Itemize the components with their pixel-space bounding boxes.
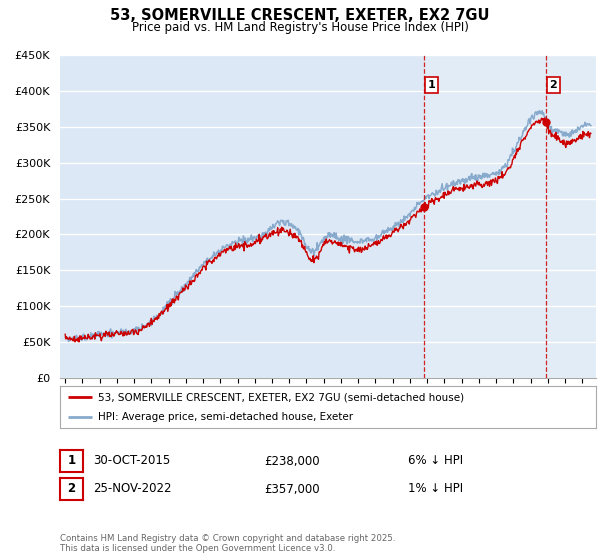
Text: 1: 1 — [428, 80, 436, 90]
Text: HPI: Average price, semi-detached house, Exeter: HPI: Average price, semi-detached house,… — [98, 412, 353, 422]
Bar — [424, 55, 596, 378]
Text: 53, SOMERVILLE CRESCENT, EXETER, EX2 7GU (semi-detached house): 53, SOMERVILLE CRESCENT, EXETER, EX2 7GU… — [98, 393, 464, 402]
Text: 2: 2 — [67, 483, 76, 496]
Text: 6% ↓ HPI: 6% ↓ HPI — [408, 455, 463, 468]
Text: 30-OCT-2015: 30-OCT-2015 — [93, 455, 170, 468]
Text: Price paid vs. HM Land Registry's House Price Index (HPI): Price paid vs. HM Land Registry's House … — [131, 21, 469, 34]
Text: 2: 2 — [550, 80, 557, 90]
Text: 1% ↓ HPI: 1% ↓ HPI — [408, 483, 463, 496]
Text: 1: 1 — [67, 455, 76, 468]
Text: £357,000: £357,000 — [264, 483, 320, 496]
Text: £238,000: £238,000 — [264, 455, 320, 468]
Text: 25-NOV-2022: 25-NOV-2022 — [93, 483, 172, 496]
Text: 53, SOMERVILLE CRESCENT, EXETER, EX2 7GU: 53, SOMERVILLE CRESCENT, EXETER, EX2 7GU — [110, 8, 490, 24]
Text: Contains HM Land Registry data © Crown copyright and database right 2025.
This d: Contains HM Land Registry data © Crown c… — [60, 534, 395, 553]
